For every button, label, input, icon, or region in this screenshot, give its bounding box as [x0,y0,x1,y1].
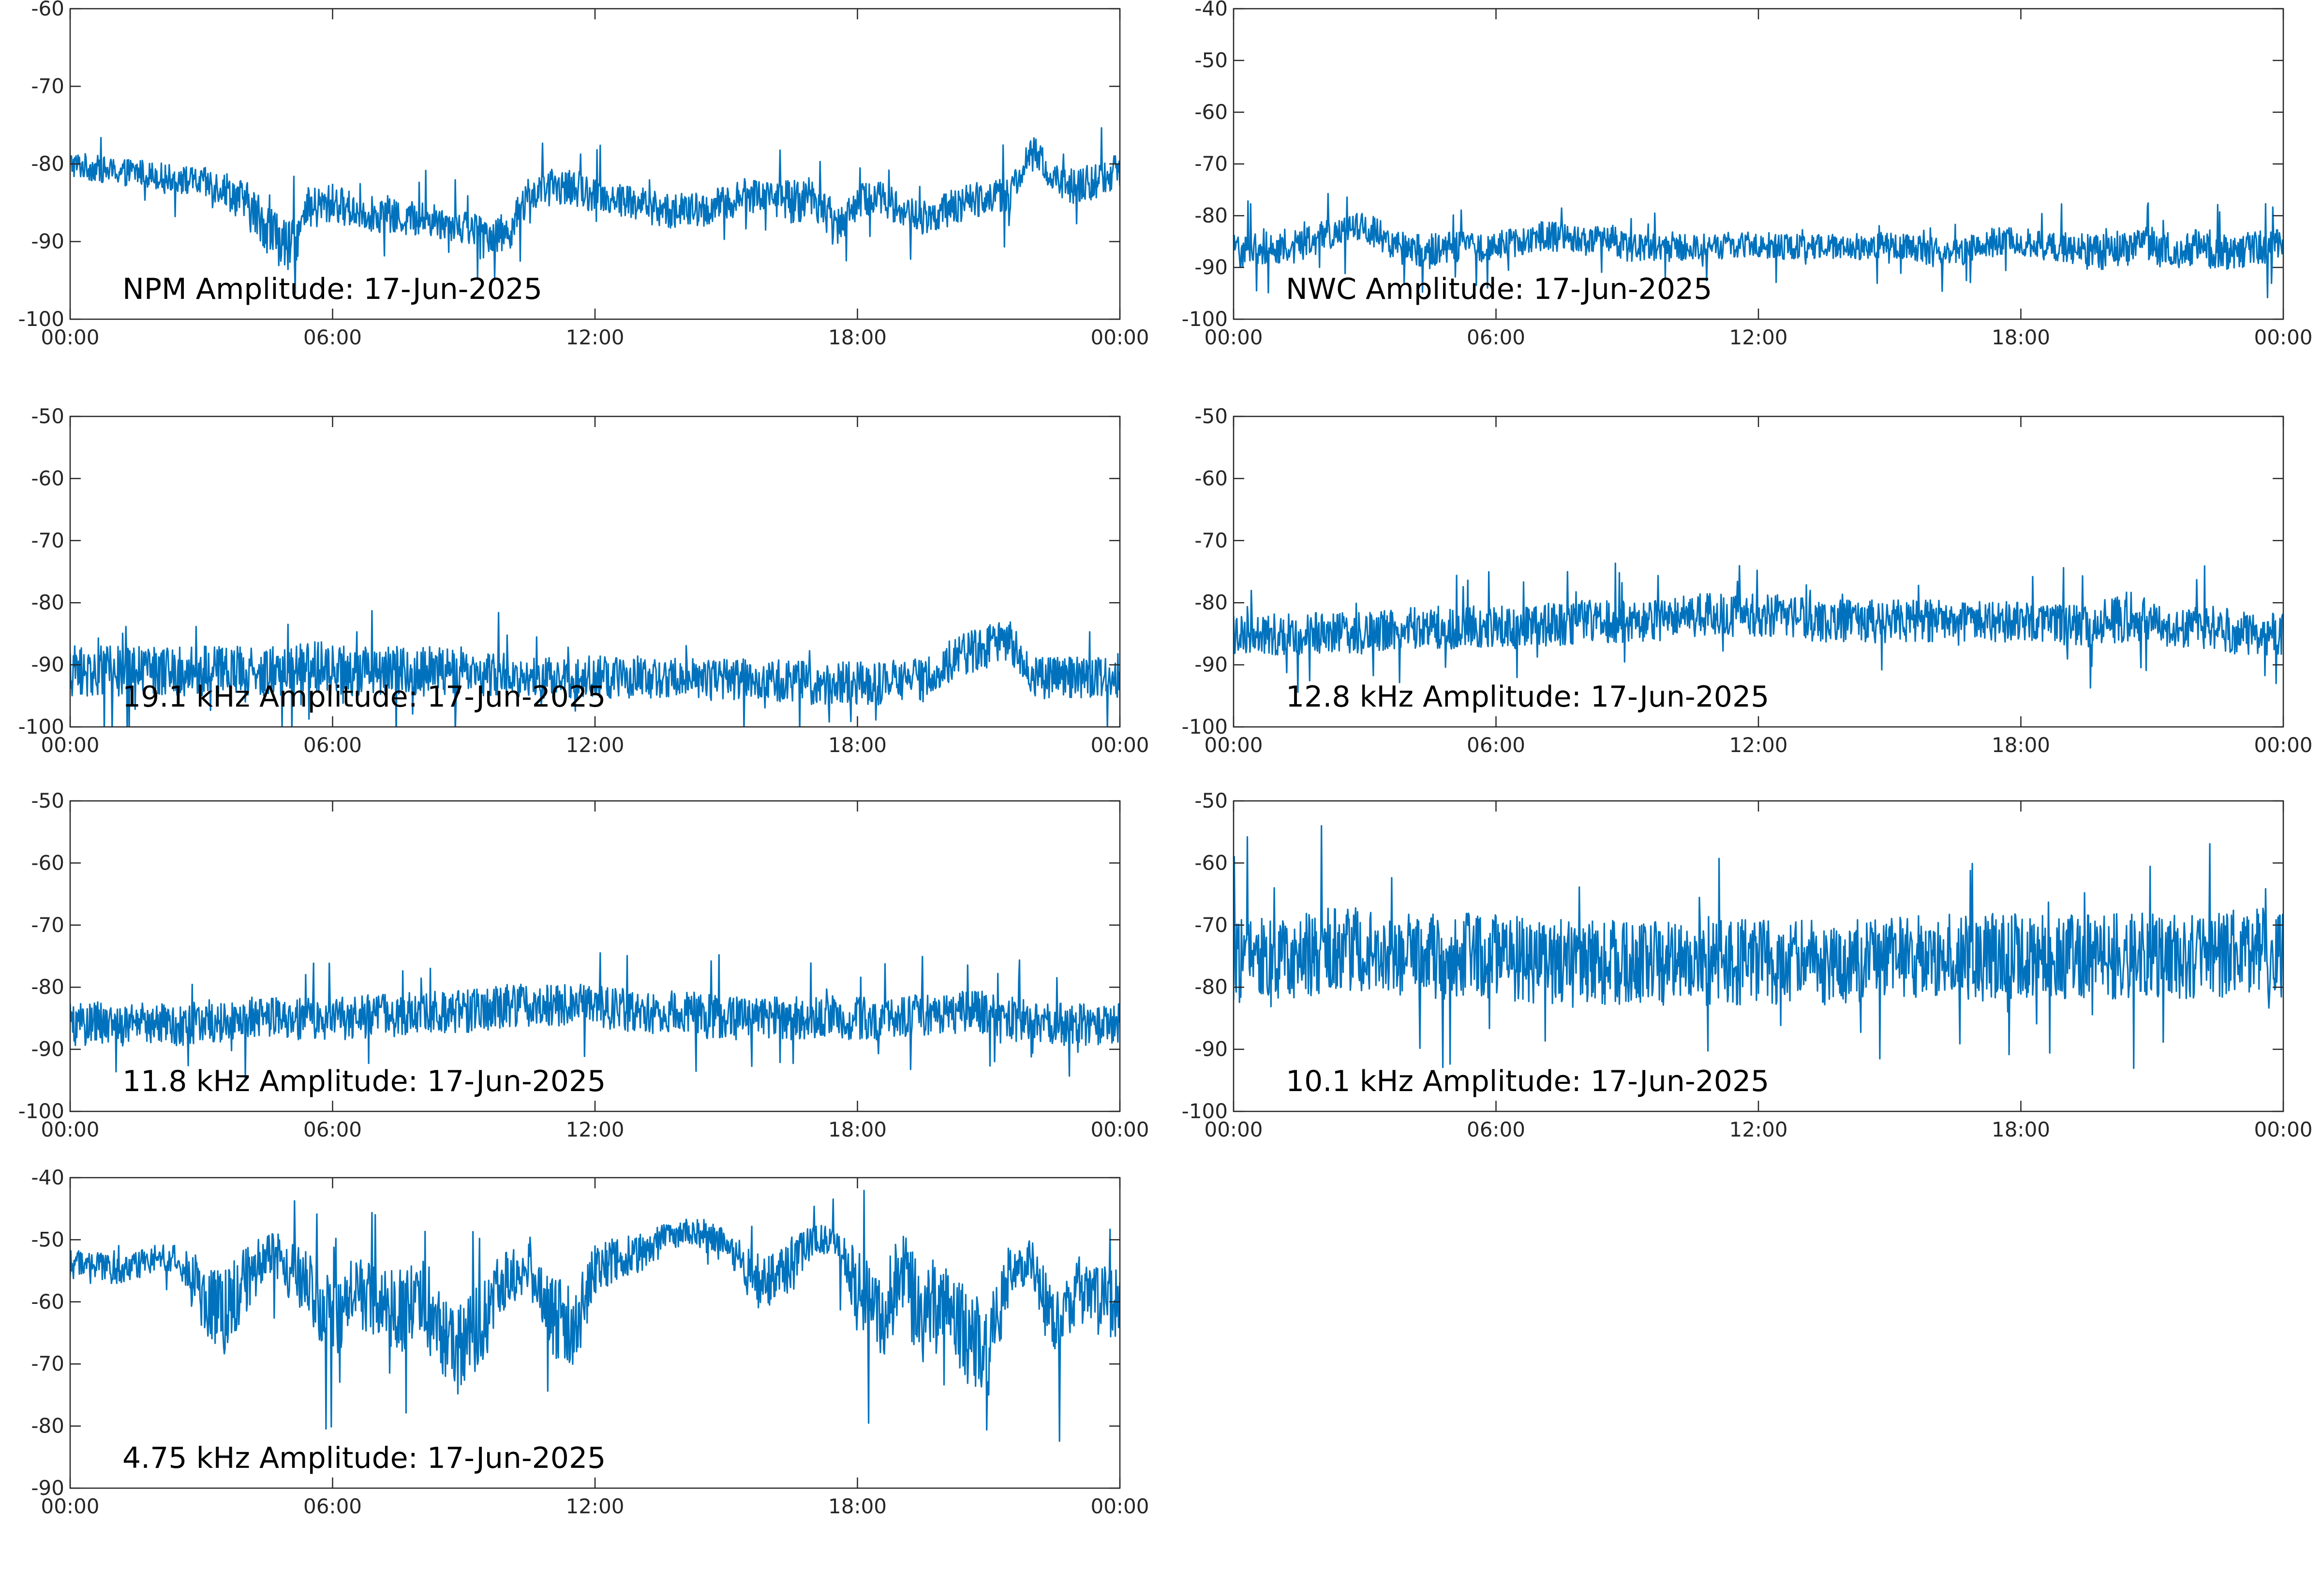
x-tick-label: 06:00 [1467,1118,1525,1141]
y-tick-label: -50 [31,1227,64,1251]
y-tick-label: -70 [1194,529,1228,552]
y-tick-label: -50 [1194,404,1228,428]
x-tick-label: 00:00 [1204,1118,1263,1141]
panel-title: NWC Amplitude: 17-Jun-2025 [1286,272,1712,306]
signal-trace [70,610,1120,727]
y-tick-label: -50 [31,789,64,813]
y-tick-label: -60 [31,0,64,20]
y-tick-label: -70 [31,913,64,937]
x-tick-label: 00:00 [2254,1118,2312,1141]
y-tick-label: -90 [31,1037,64,1061]
y-tick-label: -40 [1194,0,1228,20]
y-tick-label: -70 [31,529,64,552]
x-tick-label: 00:00 [1204,733,1263,757]
x-tick-label: 00:00 [41,1118,99,1141]
y-tick-label: -80 [1194,204,1228,227]
chart-panel-4: -100 -90 -80 -70 -60 -50 00:00 06:00 12:00 18:00 0… [1182,404,2313,757]
chart-panel-3: -100 -90 -80 -70 -60 -50 00:00 06:00 12:00 18:00 0… [18,404,1149,757]
x-tick-label: 00:00 [1090,733,1149,757]
chart-panel-1: -100 -90 -80 -70 -60 00:00 06:00 12:00 18:00 00:0… [18,0,1149,349]
x-tick-label: 12:00 [566,1118,624,1141]
x-tick-label: 00:00 [2254,325,2312,349]
x-tick-label: 18:00 [828,325,887,349]
x-tick-label: 00:00 [1090,1118,1149,1141]
x-tick-label: 18:00 [828,1118,887,1141]
y-tick-label: -60 [1194,851,1228,874]
panel-title: 4.75 kHz Amplitude: 17-Jun-2025 [122,1441,606,1475]
chart-panel-7: -90 -80 -70 -60 -50 -40 00:00 06:00 12:00 18:00 00… [31,1166,1149,1518]
y-tick-label: -90 [31,230,64,253]
x-tick-label: 06:00 [303,1118,362,1141]
signal-trace [1234,825,2283,1069]
y-tick-label: -90 [1194,255,1228,279]
y-tick-label: -60 [31,466,64,490]
signal-trace [1234,562,2283,693]
y-tick-label: -100 [18,715,64,739]
y-tick-label: -90 [1194,653,1228,677]
signal-trace [70,127,1120,295]
x-tick-label: 18:00 [828,1494,887,1518]
y-tick-label: -50 [1194,789,1228,813]
y-tick-label: -80 [31,1414,64,1438]
y-tick-label: -70 [31,1352,64,1375]
x-tick-label: 12:00 [1729,325,1787,349]
panel-title: NPM Amplitude: 17-Jun-2025 [122,272,542,306]
y-tick-label: -70 [1194,913,1228,937]
y-tick-label: -100 [1182,307,1228,331]
x-tick-label: 00:00 [1204,325,1263,349]
y-tick-label: -50 [1194,48,1228,72]
x-tick-label: 06:00 [1467,733,1525,757]
x-tick-label: 12:00 [1729,1118,1787,1141]
x-tick-label: 06:00 [303,1494,362,1518]
signal-trace [70,952,1120,1080]
y-tick-label: -80 [31,975,64,999]
panel-title: 11.8 kHz Amplitude: 17-Jun-2025 [122,1064,606,1098]
x-tick-label: 00:00 [41,325,99,349]
y-tick-label: -60 [1194,100,1228,124]
signal-trace [70,1190,1120,1442]
y-tick-label: -90 [31,1476,64,1500]
y-tick-label: -60 [1194,466,1228,490]
x-tick-label: 12:00 [566,733,624,757]
panel-title: 10.1 kHz Amplitude: 17-Jun-2025 [1286,1064,1769,1098]
y-tick-label: -80 [1194,591,1228,614]
x-tick-label: 18:00 [1992,1118,2050,1141]
y-tick-label: -100 [18,1099,64,1123]
y-tick-label: -90 [1194,1037,1228,1061]
x-tick-label: 12:00 [1729,733,1787,757]
y-tick-label: -100 [18,307,64,331]
panel-title: 19.1 kHz Amplitude: 17-Jun-2025 [122,680,606,714]
y-tick-label: -50 [31,404,64,428]
chart-panel-6: -100 -90 -80 -70 -60 -50 00:00 06:00 12:00 18:00 0… [1182,789,2313,1141]
x-tick-label: 06:00 [303,733,362,757]
x-tick-label: 12:00 [566,325,624,349]
y-tick-label: -80 [31,152,64,176]
x-tick-label: 00:00 [2254,733,2312,757]
signal-trace [1234,192,2283,298]
y-tick-label: -60 [31,851,64,874]
y-tick-label: -90 [31,653,64,677]
x-tick-label: 06:00 [1467,325,1525,349]
y-tick-label: -70 [31,74,64,98]
y-tick-label: -80 [31,591,64,614]
x-tick-label: 18:00 [1992,733,2050,757]
x-tick-label: 12:00 [566,1494,624,1518]
x-tick-label: 00:00 [41,733,99,757]
y-tick-label: -100 [1182,1099,1228,1123]
chart-panel-5: -100 -90 -80 -70 -60 -50 00:00 06:00 12:00 18:00 0… [18,789,1149,1141]
y-tick-label: -70 [1194,152,1228,176]
y-tick-label: -100 [1182,715,1228,739]
x-tick-label: 00:00 [41,1494,99,1518]
x-tick-label: 18:00 [828,733,887,757]
x-tick-label: 00:00 [1090,325,1149,349]
y-tick-label: -80 [1194,975,1228,999]
chart-panel-2: -100 -90 -80 -70 -60 -50 -40 00:00 06:00 12:00 18:… [1182,0,2313,349]
x-tick-label: 06:00 [303,325,362,349]
panel-title: 12.8 kHz Amplitude: 17-Jun-2025 [1286,680,1769,714]
x-tick-label: 00:00 [1090,1494,1149,1518]
x-tick-label: 18:00 [1992,325,2050,349]
y-tick-label: -40 [31,1166,64,1189]
y-tick-label: -60 [31,1290,64,1314]
